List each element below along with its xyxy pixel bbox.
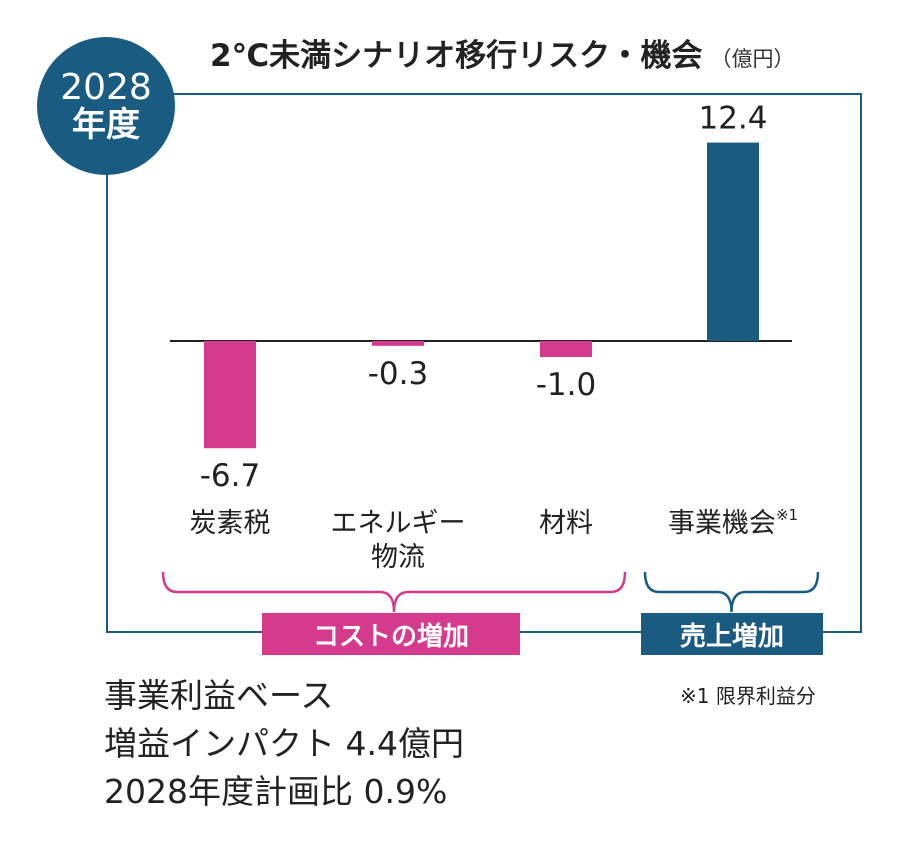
chart-title: 2℃未満シナリオ移行リスク・機会 <box>210 38 703 74</box>
category-label-2: 材料 <box>539 508 593 539</box>
brace-sales-increase <box>643 571 820 613</box>
value-label-3: 12.4 <box>698 101 767 137</box>
summary-line-1: 事業利益ベース <box>104 676 334 715</box>
chart-unit: （億円） <box>710 47 795 71</box>
year-badge: 2028 年度 <box>37 37 175 175</box>
badge-label: 年度 <box>72 105 140 146</box>
category-label-3: 事業機会※1 <box>668 506 798 539</box>
summary-text: 事業利益ベース 増益インパクト 4.4億円 2028年度計画比 0.9% <box>104 672 464 816</box>
category-label-0: 炭素税 <box>190 508 271 539</box>
summary-line-3: 2028年度計画比 0.9% <box>104 771 448 811</box>
badge-year: 2028 <box>60 66 152 108</box>
category-label-1: エネルギー物流 <box>331 508 466 573</box>
bar-0 <box>204 341 256 449</box>
footnote: ※1 限界利益分 <box>680 684 816 708</box>
value-label-2: -1.0 <box>536 367 597 403</box>
chart-header: 2℃未満シナリオ移行リスク・機会 （億円） <box>200 30 805 80</box>
value-label-0: -6.7 <box>200 458 261 494</box>
summary-line-2: 増益インパクト 4.4億円 <box>104 723 464 763</box>
group-label-cost-increase: コストの増加 <box>262 613 520 655</box>
group-label-sales-increase: 売上増加 <box>641 613 823 655</box>
brace-cost-increase <box>161 571 627 613</box>
bar-3 <box>707 142 759 341</box>
bar-1 <box>372 341 424 346</box>
value-label-1: -0.3 <box>368 356 429 392</box>
bar-2 <box>540 341 592 357</box>
